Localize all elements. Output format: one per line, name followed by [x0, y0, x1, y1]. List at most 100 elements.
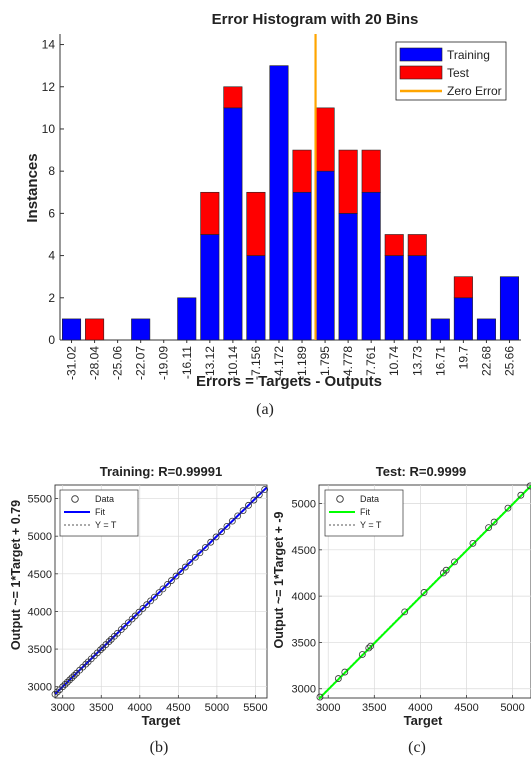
test-ylabel: Output ~= 1*Target + -9: [272, 511, 286, 648]
training-data-point: [63, 678, 71, 686]
legend-label-training: Training: [447, 48, 490, 62]
error-histogram-chart: Error Histogram with 20 Bins Instances E…: [24, 11, 521, 418]
training-data-point: [164, 580, 171, 588]
histogram-xtick-label: 22.68: [479, 346, 493, 376]
histogram-bar-test: [361, 149, 381, 193]
training-ylabel: Output ~= 1*Target + 0.79: [9, 500, 23, 650]
histogram-bar-test: [338, 149, 358, 214]
histogram-ylabel: Instances: [24, 153, 41, 222]
histogram-bar-training: [131, 318, 151, 341]
legend-label-zero-error: Zero Error: [447, 84, 502, 98]
training-data-point: [139, 605, 147, 612]
training-legend-fit: Fit: [95, 507, 105, 517]
test-data-point: [367, 642, 375, 650]
histogram-bar-training: [499, 276, 519, 341]
test-legend-data: Data: [360, 494, 379, 504]
test-legend-fit: Fit: [360, 507, 370, 517]
training-data-point: [250, 496, 258, 504]
test-ytick-label: 3000: [292, 684, 316, 696]
training-ytick-label: 5500: [28, 494, 52, 506]
histogram-ytick-label: 12: [42, 80, 56, 94]
training-xtick-label: 3500: [89, 702, 113, 714]
training-legend: Data Fit Y = T: [59, 489, 139, 537]
training-data-point: [51, 690, 59, 698]
histogram-ytick-label: 6: [48, 206, 55, 220]
histogram-bar-training: [315, 170, 335, 341]
training-data-point: [207, 538, 215, 546]
training-data-point: [105, 638, 113, 645]
histogram-xtick-label: 19.7: [456, 346, 470, 370]
test-data-point: [504, 504, 512, 512]
training-data-point: [168, 577, 175, 584]
training-ytick-label: 3500: [28, 644, 52, 656]
training-regression-chart: Training: R=0.99991 Output ~= 1*Target +…: [9, 464, 269, 756]
test-data-point: [316, 693, 324, 701]
training-data-point: [255, 491, 263, 499]
training-data-point: [196, 549, 204, 557]
training-xtick-label: 4500: [166, 702, 190, 714]
training-xtick-label: 5000: [205, 702, 229, 714]
histogram-bar-test: [85, 318, 105, 341]
training-data-point: [186, 559, 194, 566]
test-data-point: [401, 608, 409, 616]
test-xtick-label: 4000: [408, 702, 432, 714]
training-data-point: [201, 544, 209, 551]
histogram-ytick-label: 10: [42, 122, 56, 136]
training-data-point: [218, 528, 225, 536]
training-data-point: [120, 623, 128, 630]
histogram-bar-test: [453, 276, 473, 299]
histogram-ytick-label: 14: [42, 38, 56, 52]
histogram-bar-test: [246, 191, 266, 256]
training-xtick-label: 3000: [50, 702, 74, 714]
training-data-point: [191, 553, 199, 561]
test-xtick-label: 5000: [500, 702, 524, 714]
histogram-xtick-label: -22.07: [134, 346, 148, 380]
test-data-point: [526, 482, 531, 490]
histogram-xtick-label: 7.761: [364, 346, 378, 376]
legend-swatch-test: [399, 65, 443, 80]
test-fit-line: [318, 485, 531, 700]
training-data-point: [147, 597, 154, 605]
training-data-point: [59, 683, 67, 691]
test-data-point: [341, 668, 349, 676]
histogram-ytick-label: 2: [48, 291, 55, 305]
test-data-point: [365, 644, 373, 652]
histogram-xtick-label: -10.14: [226, 346, 240, 380]
training-data-point: [228, 517, 236, 525]
histogram-xtick-label: -7.156: [249, 346, 263, 380]
training-data-point: [68, 674, 76, 682]
histogram-xtick-label: 1.795: [318, 346, 332, 376]
histogram-bar-test: [223, 86, 243, 109]
histogram-xtick-label: 13.73: [410, 346, 424, 376]
histogram-xtick-label: -16.11: [180, 346, 194, 379]
histogram-bar-test: [384, 234, 404, 256]
test-data-point: [451, 558, 458, 566]
caption-b: (b): [150, 739, 169, 756]
histogram-xtick-label: 16.71: [433, 346, 447, 376]
training-data-point: [155, 589, 163, 597]
histogram-bar-training: [430, 318, 450, 341]
test-xtick-label: 4500: [454, 702, 478, 714]
test-data-point: [334, 675, 342, 682]
histogram-bar-training: [453, 297, 473, 341]
histogram-xtick-label: -13.12: [203, 346, 217, 380]
test-legend-marker-data: [336, 495, 344, 503]
histogram-xtick-label: 10.74: [387, 346, 401, 376]
histogram-xtick-label: -28.04: [88, 346, 102, 380]
histogram-xtick-label: -31.02: [65, 346, 79, 380]
histogram-bar-training: [246, 255, 266, 341]
training-legend-yt: Y = T: [95, 520, 117, 530]
histogram-bar-test: [315, 107, 335, 172]
histogram-title: Error Histogram with 20 Bins: [212, 11, 419, 28]
histogram-bar-test: [292, 149, 312, 193]
histogram-xtick-label: 4.778: [341, 346, 355, 376]
caption-a: (a): [256, 401, 274, 418]
training-data-point: [82, 660, 90, 668]
histogram-bar-training: [62, 318, 82, 341]
training-xtick-label: 4000: [128, 702, 152, 714]
training-data-point: [70, 672, 78, 679]
training-legend-data: Data: [95, 494, 114, 504]
test-data-point: [358, 651, 366, 658]
histogram-bar-training: [200, 234, 220, 341]
training-data-point: [97, 646, 104, 654]
